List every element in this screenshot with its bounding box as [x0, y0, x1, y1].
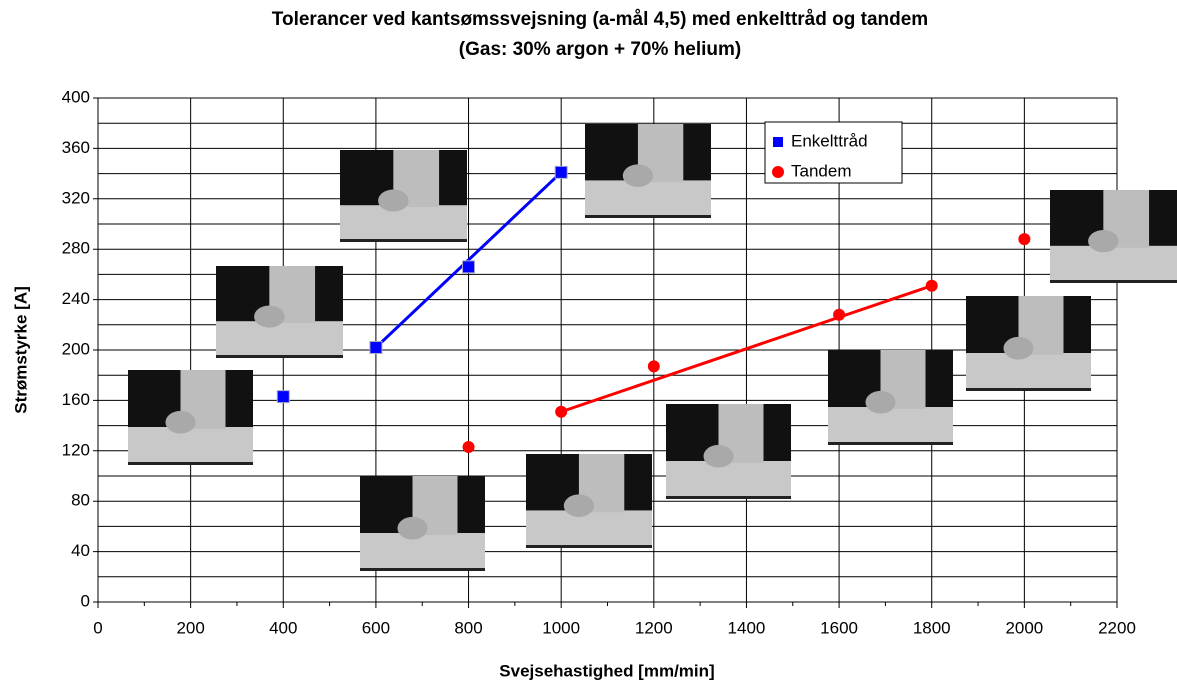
y-tick-label: 40	[71, 541, 90, 560]
photos	[128, 124, 1177, 571]
photo-edge	[1050, 280, 1177, 283]
legend-label: Tandem	[791, 161, 851, 180]
y-tick-label: 360	[62, 138, 90, 157]
photo-edge	[828, 442, 953, 445]
point	[463, 441, 475, 453]
photo-edge	[340, 239, 467, 242]
x-tick-label: 1800	[913, 618, 951, 637]
point	[555, 406, 567, 418]
weld-photo	[128, 370, 253, 465]
chart: Tolerancer ved kantsømssvejsning (a-mål …	[0, 0, 1177, 688]
x-tick-label: 200	[176, 618, 204, 637]
y-tick-label: 200	[62, 339, 90, 358]
weld-photo	[585, 124, 711, 218]
x-tick-label: 0	[93, 618, 102, 637]
photo-edge	[526, 545, 652, 548]
legend: Enkelttråd Tandem	[765, 122, 902, 183]
x-tick-label: 1600	[820, 618, 858, 637]
point	[1018, 233, 1030, 245]
x-tick-label: 800	[454, 618, 482, 637]
photo-weld	[166, 411, 196, 434]
point	[833, 309, 845, 321]
photo-weld	[378, 190, 408, 212]
weld-photo	[360, 476, 485, 571]
photo-edge	[966, 388, 1091, 391]
y-tick-label: 0	[81, 591, 90, 610]
y-tick-label: 80	[71, 491, 90, 510]
photo-weld	[623, 164, 653, 187]
x-tick-label: 400	[269, 618, 297, 637]
photo-edge	[128, 462, 253, 465]
y-tick-label: 280	[62, 239, 90, 258]
weld-photo	[340, 150, 467, 242]
photo-weld	[254, 306, 284, 328]
photo-weld	[398, 517, 428, 540]
y-tick-label: 320	[62, 188, 90, 207]
legend-marker	[773, 137, 783, 147]
y-tick-label: 160	[62, 390, 90, 409]
point	[463, 261, 475, 273]
x-tick-label: 1200	[635, 618, 673, 637]
photo-edge	[216, 355, 343, 358]
x-tick-label: 2200	[1098, 618, 1136, 637]
weld-photo	[526, 454, 652, 548]
point	[277, 391, 289, 403]
point	[555, 166, 567, 178]
point	[648, 360, 660, 372]
weld-photo	[828, 350, 953, 445]
photo-weld	[1088, 230, 1118, 252]
photo-edge	[360, 568, 485, 571]
photo-edge	[585, 215, 711, 218]
photo-weld	[1004, 337, 1034, 360]
x-tick-label: 1000	[542, 618, 580, 637]
x-tick-label: 600	[362, 618, 390, 637]
photo-weld	[564, 494, 594, 517]
legend-marker	[772, 166, 784, 178]
photo-edge	[666, 496, 791, 499]
point	[926, 280, 938, 292]
y-tick-label: 120	[62, 440, 90, 459]
photo-weld	[704, 445, 734, 468]
weld-photo	[666, 404, 791, 499]
photo-weld	[866, 391, 896, 414]
legend-label: Enkelttråd	[791, 131, 868, 150]
x-axis-label: Svejsehastighed [mm/min]	[499, 661, 714, 680]
y-axis-label: Strømstyrke [A]	[11, 286, 30, 414]
y-tick-label: 240	[62, 289, 90, 308]
y-tick-label: 400	[62, 87, 90, 106]
point	[370, 341, 382, 353]
weld-photo	[1050, 190, 1177, 283]
x-tick-label: 1400	[728, 618, 766, 637]
chart-subtitle: (Gas: 30% argon + 70% helium)	[459, 39, 741, 60]
x-tick-label: 2000	[1005, 618, 1043, 637]
weld-photo	[966, 296, 1091, 391]
chart-title: Tolerancer ved kantsømssvejsning (a-mål …	[272, 9, 928, 30]
weld-photo	[216, 266, 343, 358]
